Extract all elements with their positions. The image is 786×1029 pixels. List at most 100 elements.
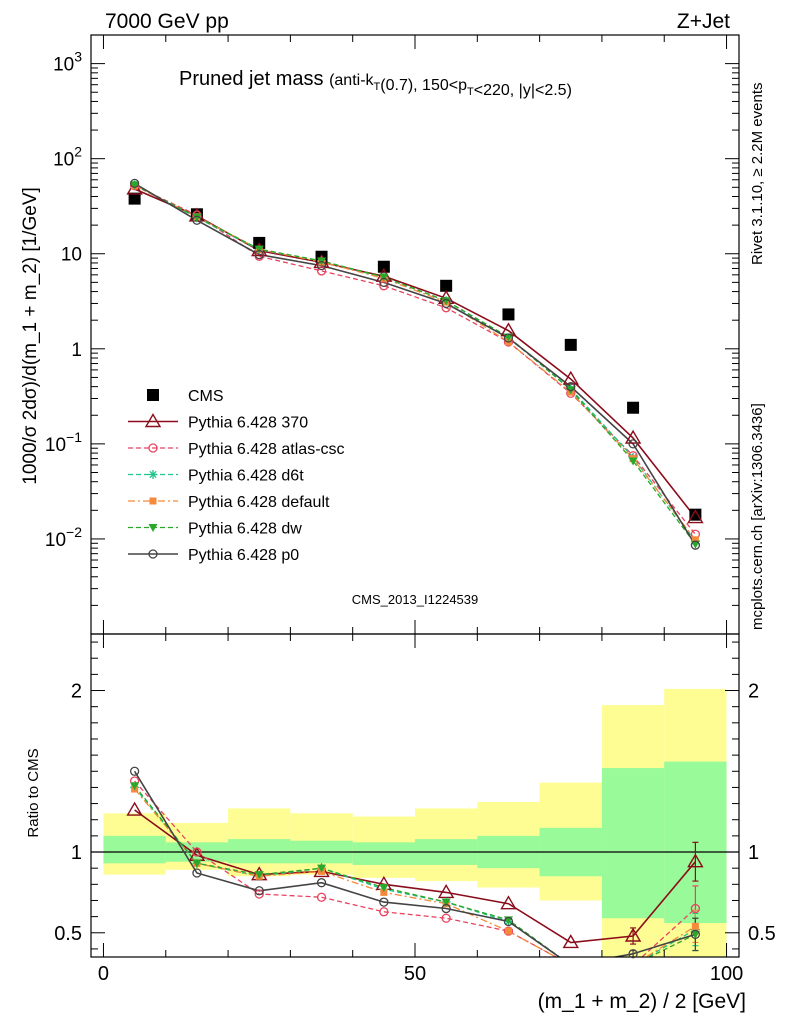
main-point-dw xyxy=(254,245,264,254)
main-point-p0 xyxy=(254,249,264,260)
ratio-y-tick-label: 0.5 xyxy=(54,923,82,945)
y-tick-label: 1 xyxy=(71,340,82,361)
main-point-p0 xyxy=(441,298,451,309)
ratio-point-dw xyxy=(254,871,264,880)
legend-entry-atlas: Pythia 6.428 atlas-csc xyxy=(128,441,345,458)
ratio-point-p0 xyxy=(628,949,638,959)
ratio-point-atlas xyxy=(503,926,514,936)
main-point-p0 xyxy=(192,215,202,225)
main-point-cms xyxy=(564,338,577,351)
ratio-y-tick-label-right: 2 xyxy=(748,681,759,703)
ratio-point-p0 xyxy=(254,886,264,896)
series-markers xyxy=(126,178,704,959)
legend-label: Pythia 6.428 default xyxy=(188,494,330,511)
ratio-point-dw xyxy=(441,898,451,907)
main-point-dw xyxy=(441,297,451,306)
plot-title-main: Pruned jet mass xyxy=(179,68,324,90)
main-point-atlas xyxy=(316,266,327,276)
ratio-point-dw xyxy=(379,884,389,893)
main-line-dw xyxy=(134,184,696,545)
source-label: mcplots.cern.ch [arXiv:1306.3436] xyxy=(749,403,766,630)
ratio-point-p370 xyxy=(437,884,455,899)
ratio-point-dw xyxy=(317,864,327,873)
y-tick-label: 10−2 xyxy=(45,524,82,551)
ratio-line-p0 xyxy=(133,770,696,957)
ratio-point-dw xyxy=(690,930,700,939)
legend-marker-default xyxy=(149,497,157,505)
y-tick-label: 103 xyxy=(53,49,82,76)
main-line-p0 xyxy=(134,182,697,546)
ratio-y-tick-label: 2 xyxy=(71,681,82,703)
legend-label: CMS xyxy=(188,388,224,405)
ratio-line-d6t xyxy=(134,786,696,957)
rivet-label: Rivet 3.1.10, ≥ 2.2M events xyxy=(749,83,766,266)
ratio-line-dw xyxy=(134,785,696,957)
ratio-point-atlas xyxy=(254,889,264,899)
ratio-point-p370 xyxy=(562,934,579,949)
main-point-cms xyxy=(502,308,515,321)
ratio-line-default xyxy=(134,788,696,957)
ratio-point-p0 xyxy=(690,929,701,940)
legend-entry-dw: Pythia 6.428 dw xyxy=(128,521,302,538)
legend-entry-d6t: Pythia 6.428 d6t xyxy=(128,468,304,485)
main-point-dw xyxy=(379,273,389,282)
ratio-point-p0 xyxy=(441,903,451,914)
main-point-dw xyxy=(628,457,638,466)
y-tick-label: 10−1 xyxy=(45,429,82,456)
y-tick-label: 10 xyxy=(61,245,82,266)
y-axis-label-main: 1000/σ 2dσ)/d(m_1 + m_2) [1/GeV] xyxy=(20,187,41,485)
ratio-point-p370 xyxy=(500,895,517,910)
ratio-y-tick-label-right: 1 xyxy=(748,842,759,864)
legend-label: Pythia 6.428 d6t xyxy=(188,468,304,485)
x-tick-label: 100 xyxy=(710,963,743,985)
main-line-default xyxy=(134,185,696,541)
ratio-point-atlas xyxy=(379,907,389,917)
main-point-p0 xyxy=(566,381,576,392)
watermark: CMS_2013_I1224539 xyxy=(352,592,479,607)
main-point-p0 xyxy=(503,333,514,343)
legend-label: Pythia 6.428 p0 xyxy=(188,547,299,564)
main-point-dw xyxy=(130,181,140,190)
ratio-point-p370 xyxy=(126,801,143,816)
main-point-default xyxy=(691,536,699,544)
main-point-p370 xyxy=(687,509,704,524)
ratio-point-p370 xyxy=(624,927,642,942)
main-point-p370 xyxy=(624,429,642,444)
ratio-point-atlas xyxy=(441,913,451,923)
main-point-p0 xyxy=(628,439,638,449)
x-axis-label: (m_1 + m_2) / 2 [GeV] xyxy=(538,990,746,1013)
ratio-y-tick-label: 1 xyxy=(71,842,82,864)
band-inner-bin xyxy=(352,842,415,865)
ratio-line-atlas xyxy=(134,780,696,957)
y-axis-label-ratio: Ratio to CMS xyxy=(25,748,42,837)
main-point-cms xyxy=(440,279,453,292)
ratio-line-p370 xyxy=(134,809,697,944)
ratio-point-dw xyxy=(130,782,140,791)
ratio-point-atlas xyxy=(192,847,202,857)
legend-marker-atlas xyxy=(148,443,158,453)
main-panel-frame xyxy=(90,34,740,635)
legend-marker-cms xyxy=(147,389,159,401)
main-point-cms xyxy=(128,192,141,205)
ratio-point-p0 xyxy=(129,766,140,776)
main-line-atlas xyxy=(134,185,696,535)
ratio-point-p370 xyxy=(687,853,704,868)
main-point-cms xyxy=(689,508,702,521)
ratio-point-p0 xyxy=(503,916,514,927)
plot-title-sub: (anti-kT(0.7), 150<pT<220, |y|<2.5) xyxy=(329,72,572,99)
legend-entry-default: Pythia 6.428 default xyxy=(128,494,330,511)
ratio-point-atlas xyxy=(690,903,701,914)
main-point-dw xyxy=(192,213,202,222)
x-tick-label: 50 xyxy=(404,963,426,985)
ratio-point-default xyxy=(504,927,512,935)
ratio-point-default xyxy=(691,922,699,930)
x-tick-label: 0 xyxy=(98,963,109,985)
main-point-dw xyxy=(503,333,513,342)
legend-marker-d6t xyxy=(148,470,158,479)
legend-entry-p0: Pythia 6.428 p0 xyxy=(128,547,299,564)
legend-label: Pythia 6.428 atlas-csc xyxy=(188,441,345,458)
ratio-point-p0 xyxy=(316,878,327,888)
legend-entry-cms: CMS xyxy=(147,388,224,405)
